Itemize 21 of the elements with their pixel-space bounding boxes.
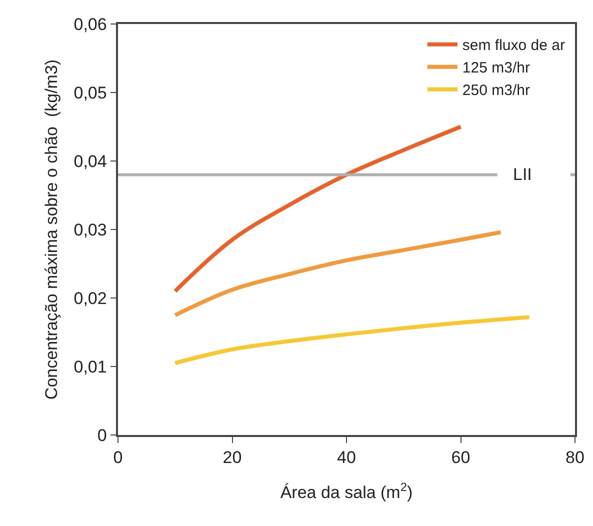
y-tick-label: 0,04 (74, 152, 107, 171)
legend-label: 125 m3/hr (462, 60, 530, 77)
y-tick-label: 0,06 (74, 14, 107, 34)
x-axis-title: Área da sala (m$^{2}$) (280, 480, 413, 502)
x-tick-label: 20 (222, 448, 242, 468)
x-tick-label: 60 (451, 448, 470, 468)
legend-label: 250 m3/hr (462, 82, 530, 100)
y-tick-label: 0,02 (74, 288, 107, 308)
line-series (173, 124, 463, 294)
line-series (173, 315, 532, 366)
y-axis-title: Concentração máxima sobre o chão (kg/m3) (42, 59, 61, 400)
y-tick-label: 0,05 (74, 83, 107, 102)
y-tick-label: 0,01 (74, 357, 107, 376)
y-tick-label: 0,03 (74, 220, 107, 240)
legend-label: sem fluxo de ar (462, 37, 565, 54)
x-tick-label: 40 (337, 448, 356, 468)
y-tick-label: 0 (97, 426, 107, 445)
ref-line-label: LII (513, 165, 532, 184)
line-series (173, 230, 503, 318)
x-tick-label: 80 (566, 448, 584, 468)
x-tick-label: 0 (113, 448, 123, 468)
